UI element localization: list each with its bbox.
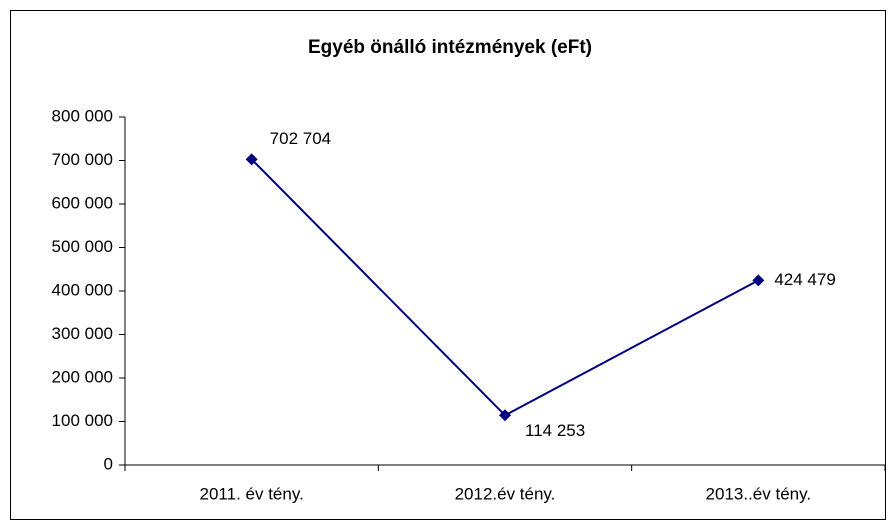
data-marker — [752, 274, 765, 287]
chart-border — [10, 10, 886, 520]
y-tick-label: 500 000 — [52, 237, 113, 256]
x-tick-label: 2011. év tény. — [200, 484, 304, 503]
x-tick-label: 2012.év tény. — [455, 484, 556, 503]
data-label: 702 704 — [270, 129, 331, 148]
data-marker — [499, 409, 511, 422]
x-tick-label: 2013..év tény. — [706, 484, 812, 503]
y-tick-label: 200 000 — [52, 367, 113, 386]
y-tick-label: 300 000 — [52, 324, 113, 343]
y-tick-label: 400 000 — [52, 280, 113, 299]
y-tick-label: 800 000 — [52, 106, 113, 125]
data-label: 114 253 — [525, 421, 585, 440]
y-tick-label: 0 — [104, 454, 113, 473]
y-tick-label: 700 000 — [52, 150, 113, 169]
chart-title: Egyéb önálló intézmények (eFt) — [308, 37, 592, 58]
data-label: 424 479 — [774, 270, 835, 289]
y-tick-label: 600 000 — [52, 193, 113, 212]
y-tick-label: 100 000 — [52, 411, 113, 430]
data-marker — [245, 153, 258, 166]
